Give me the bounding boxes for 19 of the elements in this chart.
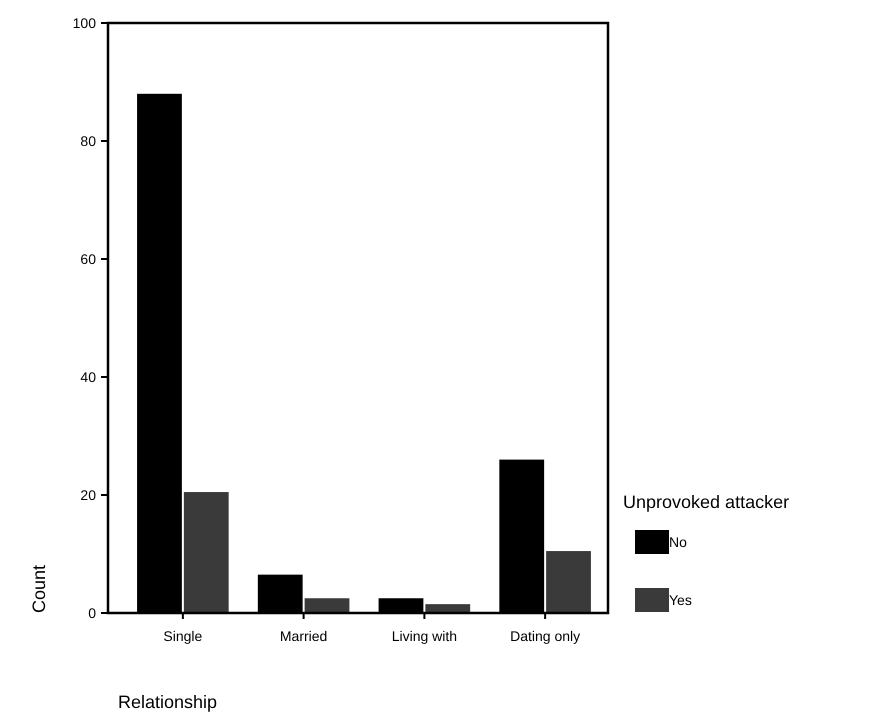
x-tick-label: Single xyxy=(163,628,203,644)
y-tick-label: 40 xyxy=(80,368,96,385)
y-tick-label: 0 xyxy=(88,604,96,621)
y-tick-label: 100 xyxy=(72,14,96,31)
y-tick-label: 80 xyxy=(80,132,96,149)
bar xyxy=(304,598,350,613)
x-tick-label: Dating only xyxy=(510,628,580,644)
x-tick-label: Living with xyxy=(392,628,458,644)
legend-label: Yes xyxy=(669,592,692,608)
bar xyxy=(184,492,229,613)
y-axis-title: Count xyxy=(29,564,49,613)
y-tick-label: 60 xyxy=(80,250,96,267)
x-tick-label: Married xyxy=(280,628,328,644)
bar xyxy=(546,551,591,613)
x-axis-title: Relationship xyxy=(118,692,218,712)
y-tick-label: 20 xyxy=(80,486,96,503)
bar xyxy=(425,604,470,613)
legend-title: Unprovoked attacker xyxy=(623,492,790,512)
legend-label: No xyxy=(669,534,688,550)
